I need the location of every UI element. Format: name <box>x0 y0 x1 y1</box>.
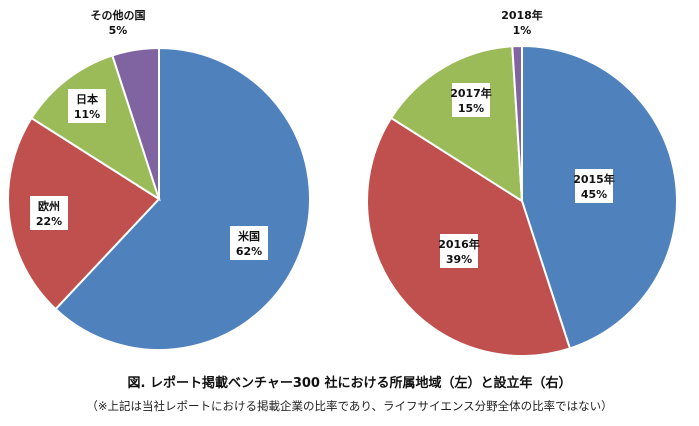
slice-category-label: 2016年 <box>438 237 480 251</box>
slice-label-0: 2015年 45% <box>573 169 615 203</box>
slice-label-box <box>230 226 268 260</box>
slice-value-label: 5% <box>109 24 128 37</box>
slice-label-box <box>575 169 613 203</box>
slice-label-2: 日本 11% <box>68 89 106 123</box>
slice-value-label: 1% <box>513 24 532 37</box>
slice-value-label: 11% <box>74 108 100 121</box>
slice-label-box <box>440 234 478 268</box>
pie-slice-3 <box>511 44 523 202</box>
slice-label-box <box>68 89 106 123</box>
slice-label-1: 2016年 39% <box>438 234 480 268</box>
slice-category-label: その他の国 <box>91 8 146 22</box>
slice-category-label: 2015年 <box>573 172 615 186</box>
pie-slice-3 <box>111 46 160 200</box>
slice-label-2: 2017年 15% <box>450 83 492 117</box>
slice-category-label: 欧州 <box>38 199 60 213</box>
slice-label-box <box>30 196 68 230</box>
slice-label-3: その他の国 5% <box>91 8 146 37</box>
slice-value-label: 39% <box>446 253 472 266</box>
slice-value-label: 22% <box>36 215 62 228</box>
slice-value-label: 45% <box>581 188 607 201</box>
slice-category-label: 2018年 <box>501 8 543 22</box>
slice-category-label: 日本 <box>76 92 98 106</box>
figure-note: （※上記は当社レポートにおける掲載企業の比率であり、ライフサイエンス分野全体の比… <box>86 399 613 413</box>
region-pie-chart: 米国 62% 欧州 22% 日本 11% その他の国 5% <box>7 8 311 351</box>
founding-year-pie-chart: 2015年 45% 2016年 39% 2017年 15% 2018年 1% <box>366 8 678 357</box>
slice-value-label: 15% <box>458 102 484 115</box>
pie-slice-0 <box>54 46 311 351</box>
pie-slice-2 <box>30 54 161 202</box>
slice-label-0: 米国 62% <box>230 226 268 260</box>
pie-slice-1 <box>7 116 161 311</box>
slice-label-box <box>452 83 490 117</box>
slice-category-label: 2017年 <box>450 86 492 100</box>
slice-category-label: 米国 <box>237 229 260 243</box>
figure-caption: 図. レポート掲載ベンチャー300 社における所属地域（左）と設立年（右） <box>127 376 572 391</box>
slice-label-1: 欧州 22% <box>30 196 68 230</box>
slice-label-3: 2018年 1% <box>501 8 543 37</box>
slice-value-label: 62% <box>236 245 262 258</box>
